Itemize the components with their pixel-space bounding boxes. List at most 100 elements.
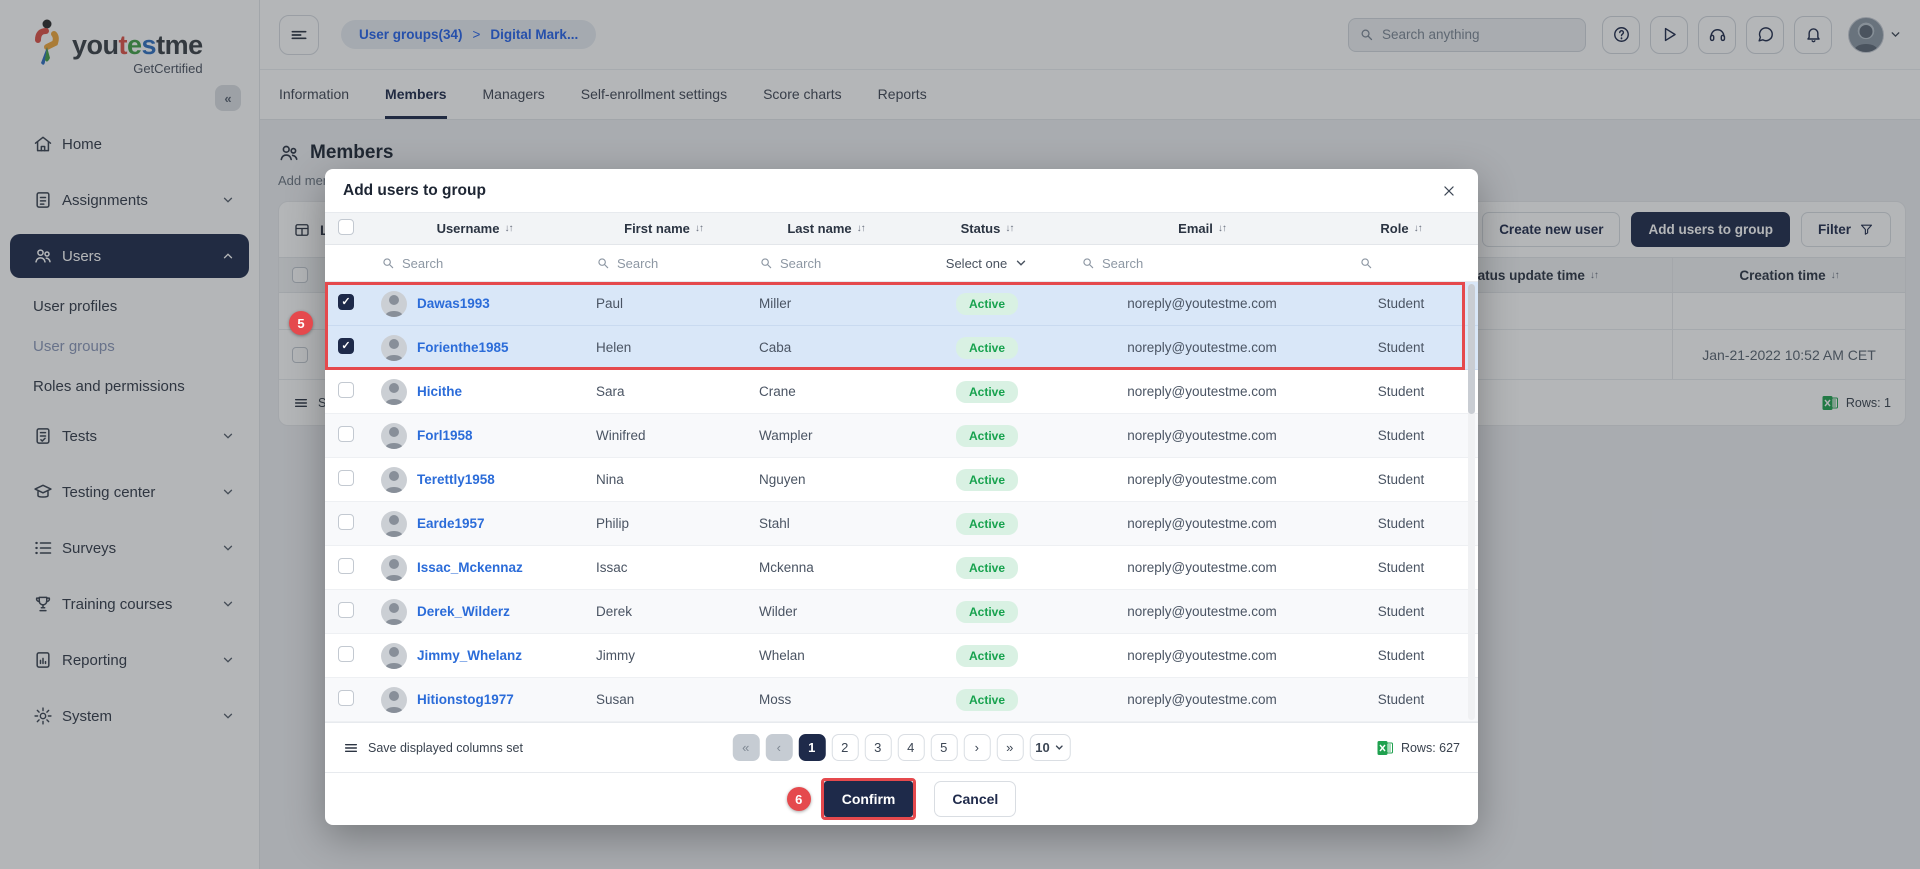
- username-link[interactable]: Dawas1993: [417, 296, 490, 311]
- page-button-3[interactable]: 3: [864, 734, 891, 761]
- page-button-2[interactable]: 2: [831, 734, 858, 761]
- table-row[interactable]: Forl1958 Winifred Wampler Active noreply…: [325, 414, 1478, 458]
- row-checkbox[interactable]: [338, 602, 354, 618]
- modal-table-footer: Save displayed columns set « ‹ 1 2 3 4 5…: [325, 722, 1478, 772]
- search-icon: [381, 256, 395, 270]
- email-search[interactable]: [1067, 256, 1337, 271]
- last-name-cell: Stahl: [745, 516, 907, 531]
- sort-icon: ↓↑: [1005, 223, 1013, 234]
- row-checkbox[interactable]: [338, 426, 354, 442]
- username-link[interactable]: Earde1957: [417, 516, 485, 531]
- sort-icon: ↓↑: [695, 223, 703, 234]
- role-cell: Student: [1337, 340, 1465, 355]
- row-checkbox[interactable]: [338, 514, 354, 530]
- first-name-cell: Nina: [582, 472, 745, 487]
- username-link[interactable]: Jimmy_Whelanz: [417, 648, 522, 663]
- table-row[interactable]: Dawas1993 Paul Miller Active noreply@you…: [325, 282, 1478, 326]
- table-scrollbar[interactable]: [1468, 284, 1475, 720]
- save-columns-button[interactable]: Save displayed columns set: [343, 740, 523, 756]
- first-name-cell: Susan: [582, 692, 745, 707]
- table-row[interactable]: Terettly1958 Nina Nguyen Active noreply@…: [325, 458, 1478, 502]
- row-checkbox[interactable]: [338, 470, 354, 486]
- app-window: youtestme GetCertified « Home Assignment…: [0, 0, 1920, 869]
- column-status[interactable]: Status↓↑: [961, 221, 1014, 236]
- row-checkbox[interactable]: [338, 382, 354, 398]
- avatar: [381, 687, 407, 713]
- username-link[interactable]: Hitionstog1977: [417, 692, 514, 707]
- chevron-down-icon: [1014, 256, 1028, 270]
- row-checkbox[interactable]: [338, 294, 354, 310]
- prev-page-button[interactable]: ‹: [765, 734, 792, 761]
- email-cell: noreply@youtestme.com: [1067, 472, 1337, 487]
- first-name-cell: Derek: [582, 604, 745, 619]
- select-all-checkbox[interactable]: [338, 219, 354, 235]
- table-row[interactable]: Forienthe1985 Helen Caba Active noreply@…: [325, 326, 1478, 370]
- last-name-cell: Crane: [745, 384, 907, 399]
- table-row[interactable]: Issac_Mckennaz Issac Mckenna Active nore…: [325, 546, 1478, 590]
- last-page-button[interactable]: »: [996, 734, 1023, 761]
- status-badge: Active: [956, 337, 1018, 359]
- email-cell: noreply@youtestme.com: [1067, 604, 1337, 619]
- first-name-search-input[interactable]: [617, 256, 736, 271]
- username-search[interactable]: [367, 256, 582, 271]
- username-link[interactable]: Derek_Wilderz: [417, 604, 510, 619]
- column-first-name[interactable]: First name↓↑: [624, 221, 703, 236]
- last-name-cell: Wampler: [745, 428, 907, 443]
- sort-icon: ↓↑: [1414, 223, 1422, 234]
- username-search-input[interactable]: [402, 256, 563, 271]
- avatar: [381, 335, 407, 361]
- annotation-badge-6: 6: [787, 787, 811, 811]
- role-cell: Student: [1337, 516, 1465, 531]
- close-icon[interactable]: [1438, 180, 1460, 202]
- row-checkbox[interactable]: [338, 646, 354, 662]
- role-cell: Student: [1337, 296, 1465, 311]
- first-page-button[interactable]: «: [732, 734, 759, 761]
- status-filter-dropdown[interactable]: Select one: [907, 256, 1067, 271]
- avatar: [381, 599, 407, 625]
- search-icon: [1081, 256, 1095, 270]
- cancel-button[interactable]: Cancel: [934, 781, 1016, 817]
- role-cell: Student: [1337, 648, 1465, 663]
- confirm-button[interactable]: Confirm: [824, 781, 914, 817]
- search-icon: [1359, 256, 1373, 270]
- table-row[interactable]: Derek_Wilderz Derek Wilder Active norepl…: [325, 590, 1478, 634]
- row-checkbox[interactable]: [338, 690, 354, 706]
- page-button-5[interactable]: 5: [930, 734, 957, 761]
- excel-export-icon[interactable]: [1377, 740, 1393, 756]
- last-name-search-input[interactable]: [780, 256, 898, 271]
- role-search[interactable]: [1337, 256, 1465, 270]
- role-cell: Student: [1337, 692, 1465, 707]
- avatar: [381, 555, 407, 581]
- column-username[interactable]: Username↓↑: [437, 221, 513, 236]
- email-search-input[interactable]: [1102, 256, 1307, 271]
- page-button-4[interactable]: 4: [897, 734, 924, 761]
- column-role[interactable]: Role↓↑: [1380, 221, 1421, 236]
- column-last-name[interactable]: Last name↓↑: [787, 221, 864, 236]
- row-checkbox[interactable]: [338, 338, 354, 354]
- username-link[interactable]: Terettly1958: [417, 472, 495, 487]
- username-link[interactable]: Forienthe1985: [417, 340, 509, 355]
- first-name-search[interactable]: [582, 256, 745, 271]
- page-size-select[interactable]: 10: [1029, 734, 1070, 761]
- last-name-search[interactable]: [745, 256, 907, 271]
- hamburger-icon: [343, 740, 359, 756]
- first-name-cell: Paul: [582, 296, 745, 311]
- column-email[interactable]: Email↓↑: [1178, 221, 1226, 236]
- user-table-header: Username↓↑ First name↓↑ Last name↓↑ Stat…: [325, 213, 1478, 245]
- username-link[interactable]: Forl1958: [417, 428, 473, 443]
- table-row[interactable]: Hicithe Sara Crane Active noreply@youtes…: [325, 370, 1478, 414]
- row-checkbox[interactable]: [338, 558, 354, 574]
- table-row[interactable]: Earde1957 Philip Stahl Active noreply@yo…: [325, 502, 1478, 546]
- status-badge: Active: [956, 469, 1018, 491]
- table-row[interactable]: Jimmy_Whelanz Jimmy Whelan Active norepl…: [325, 634, 1478, 678]
- last-name-cell: Whelan: [745, 648, 907, 663]
- avatar: [381, 467, 407, 493]
- next-page-button[interactable]: ›: [963, 734, 990, 761]
- status-badge: Active: [956, 689, 1018, 711]
- table-row[interactable]: Hitionstog1977 Susan Moss Active noreply…: [325, 678, 1478, 722]
- username-link[interactable]: Issac_Mckennaz: [417, 560, 523, 575]
- page-button-1[interactable]: 1: [798, 734, 825, 761]
- email-cell: noreply@youtestme.com: [1067, 560, 1337, 575]
- username-link[interactable]: Hicithe: [417, 384, 462, 399]
- avatar: [381, 379, 407, 405]
